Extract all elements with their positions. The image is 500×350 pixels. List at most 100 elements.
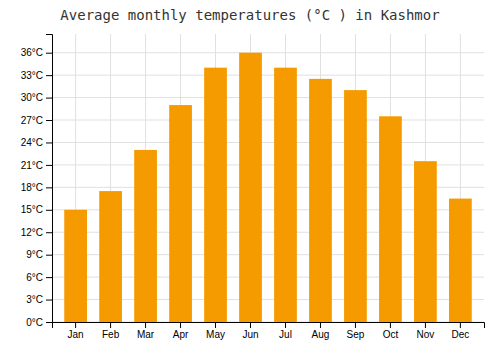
y-tick: 9°C [26,249,52,260]
y-tick: 30°C [21,92,52,103]
y-tick-mark [46,277,52,278]
title: Average monthly temperatures (°C ) in Ka… [60,7,439,23]
y-tick-label: 30°C [21,92,43,103]
y-tick-mark [46,232,52,233]
y-tick-mark [46,142,52,143]
y-tick-label: 9°C [26,249,43,260]
y-tick: 36°C [21,47,52,58]
x-tick: Nov [417,322,435,340]
y-tick-label: 33°C [21,70,43,81]
bar [379,116,402,322]
x-tick: Aug [312,322,330,340]
bar [344,90,367,322]
y-tick-label: 3°C [26,294,43,305]
bar [64,210,87,322]
grid-line-y [52,52,484,53]
y-tick-label: 36°C [21,47,43,58]
x-tick-mark [180,322,181,328]
x-axis: Jan Feb Mar Apr May Jun Jul Aug Sep Oct Nov Dec [53,322,485,340]
y-tick-label: 21°C [21,160,43,171]
x-tick: Jul [279,322,292,340]
x-tick: Oct [383,322,399,340]
x-axis-line [53,323,485,329]
y-tick: 12°C [21,227,52,238]
y-tick-mark [46,300,52,301]
bar [169,105,192,322]
x-tick-mark [390,322,391,328]
x-tick-label: Feb [102,329,120,340]
x-tick-label: May [206,329,225,340]
x-tick: Jan [68,322,84,340]
x-tick-label: Sep [347,329,365,340]
y-tick-label: 18°C [21,182,43,193]
y-tick: 15°C [21,204,52,215]
x-tick: Dec [451,322,469,340]
x-tick: Jun [242,322,258,340]
y-tick: 24°C [21,137,52,148]
bar [134,150,157,322]
x-tick-label: Aug [312,329,330,340]
y-tick-mark [46,255,52,256]
x-tick-mark [110,322,111,328]
y-tick-label: 24°C [21,137,43,148]
x-tick: May [206,322,225,340]
y-tick: 33°C [21,70,52,81]
plot: 0°C 3°C 6°C 9°C 12°C 15°C 18°C 21°C 24°C 27°C 30°C… [21,34,485,340]
grid-line-y [52,97,484,98]
x-tick-mark [250,322,251,328]
x-tick-mark [75,322,76,328]
y-tick-mark [46,120,52,121]
x-tick-label: Apr [173,329,189,340]
bar [204,68,227,322]
grid-line-y [52,120,484,121]
y-tick: 21°C [21,160,52,171]
x-tick-mark [145,322,146,328]
y-axis: 0°C 3°C 6°C 9°C 12°C 15°C 18°C 21°C 24°C 27°C 30°C… [21,35,53,328]
y-tick: 3°C [26,294,52,305]
bar [239,53,262,322]
grid [52,34,484,322]
grid-line-y [52,142,484,143]
y-tick-label: 15°C [21,204,43,215]
y-tick: 18°C [21,182,52,193]
y-tick-mark [46,98,52,99]
y-tick: 27°C [21,115,52,126]
y-tick-mark [46,210,52,211]
y-tick: 6°C [26,272,52,283]
bar [309,79,332,322]
x-tick-label: Jun [242,329,258,340]
y-tick-mark [46,165,52,166]
y-tick-label: 6°C [26,272,43,283]
bar [449,199,472,322]
y-axis-line [46,35,53,323]
x-tick-mark [355,322,356,328]
bar [274,68,297,322]
y-tick-label: 0°C [26,317,43,328]
y-tick: 0°C [26,317,52,328]
x-tick-mark [425,322,426,328]
y-tick-label: 12°C [21,227,43,238]
y-tick-label: 27°C [21,115,43,126]
y-tick-mark [46,75,52,76]
x-tick-label: Dec [451,329,469,340]
x-tick: Apr [173,322,189,340]
bars [64,53,472,322]
grid-line-y [52,75,484,76]
x-tick-mark [460,322,461,328]
x-tick-mark [285,322,286,328]
x-tick-label: Mar [137,329,155,340]
x-tick-label: Jul [279,329,292,340]
x-tick-mark [215,322,216,328]
bar [414,161,437,322]
x-tick-label: Oct [383,329,399,340]
x-tick: Feb [102,322,120,340]
y-tick-mark [46,53,52,54]
x-tick-label: Jan [68,329,84,340]
x-tick-mark [320,322,321,328]
x-tick: Sep [347,322,365,340]
y-tick-mark [46,322,52,323]
bar [99,191,122,322]
x-tick-label: Nov [417,329,435,340]
x-tick: Mar [137,322,155,340]
y-tick-mark [46,187,52,188]
